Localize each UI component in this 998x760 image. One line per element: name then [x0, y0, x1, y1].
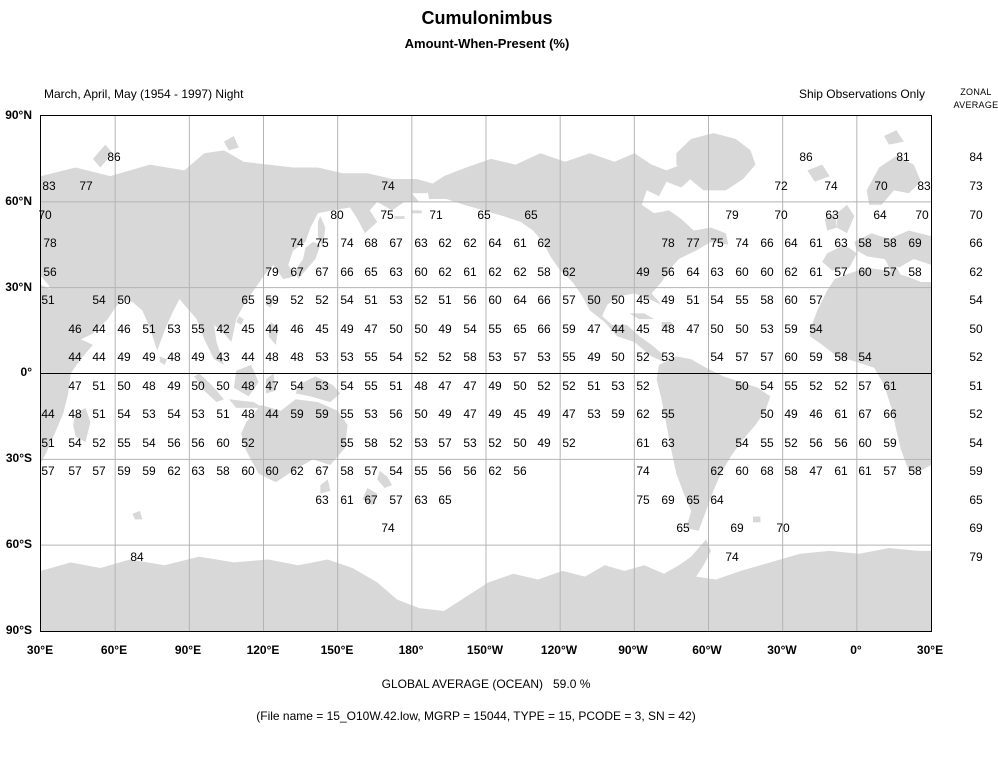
y-axis-label: 90°N — [5, 108, 32, 122]
y-axis-label: 30°N — [5, 280, 32, 294]
zonal-average-value: 54 — [969, 293, 983, 307]
landmass-taiwan — [265, 296, 274, 308]
zonal-average-value: 51 — [969, 379, 983, 393]
landmass-north-america — [426, 153, 729, 363]
zonal-average-value: 54 — [969, 436, 983, 450]
landmass-tasmania — [320, 479, 331, 494]
landmass-java — [228, 399, 264, 408]
latitude-gridlines — [41, 202, 931, 545]
x-axis-label: 30°W — [767, 643, 797, 657]
x-axis-label: 120°W — [540, 643, 578, 657]
landmass-philippines — [268, 322, 279, 345]
zonal-average-value: 66 — [969, 236, 983, 250]
landmass-kerguelen — [132, 510, 143, 520]
x-axis-label: 120°E — [246, 643, 280, 657]
zonal-average-value: 52 — [969, 407, 983, 421]
landmass-borneo — [233, 364, 259, 397]
landmass-iceland — [807, 164, 830, 182]
chart-title: Cumulonimbus — [421, 8, 553, 28]
x-axis-label: 0° — [850, 643, 862, 657]
zonal-average-value: 59 — [969, 464, 983, 478]
landmass-greenland — [676, 133, 756, 191]
zonal-average-header: ZONAL AVERAGE — [946, 86, 998, 112]
landmass-madagascar — [73, 407, 91, 443]
x-axis-label: 90°W — [618, 643, 648, 657]
zonal-average-value: 73 — [969, 179, 983, 193]
landmass-sumatra — [194, 373, 224, 403]
y-axis-label: 30°S — [5, 451, 32, 465]
x-axis-label: 30°E — [916, 643, 944, 657]
landmass-hainan — [236, 316, 244, 325]
landmass-sulawesi — [265, 373, 276, 394]
landmass-novaya-zemlya — [92, 144, 113, 168]
landmass-ireland — [824, 213, 838, 231]
world-map — [40, 115, 932, 632]
y-axis-label: 60°S — [5, 537, 32, 551]
landmass-aleutians-2 — [394, 216, 405, 219]
chart-subtitle: Amount-When-Present (%) — [404, 36, 570, 51]
x-axis-label: 180° — [398, 643, 424, 657]
landmass-falklands — [753, 516, 761, 523]
landmass-sri-lanka — [159, 356, 168, 365]
landmass-europe — [854, 230, 931, 268]
x-axis-label: 60°W — [692, 643, 722, 657]
landmass-scandinavia — [866, 156, 922, 205]
observations-source-label: Ship Observations Only — [798, 87, 925, 101]
zonal-average-value: 84 — [969, 150, 983, 164]
y-axis-label: 0° — [20, 365, 32, 379]
zonal-average-value: 65 — [969, 493, 983, 507]
x-axis-label: 60°E — [100, 643, 128, 657]
landmass-severnaya-zemlya — [223, 136, 239, 151]
zonal-header-line2: AVERAGE — [953, 100, 998, 110]
global-average-label: GLOBAL AVERAGE (OCEAN) 59.0 % — [381, 677, 591, 691]
landmass-cuba — [629, 313, 655, 320]
x-axis-label: 150°W — [466, 643, 504, 657]
zonal-header-line1: ZONAL — [960, 87, 992, 97]
landmass-africa-west — [809, 267, 931, 471]
landmass-britain — [837, 204, 855, 234]
landmass-italy — [881, 250, 902, 280]
world-map-svg — [41, 116, 931, 631]
landmass-sakhalin — [317, 216, 326, 248]
x-axis-label: 90°E — [174, 643, 202, 657]
landmass-iberia — [822, 244, 857, 271]
zonal-average-value: 70 — [969, 208, 983, 222]
landmass-new-zealand-south — [362, 487, 378, 506]
landmass-new-zealand-north — [377, 470, 393, 488]
zonal-average-value: 62 — [969, 265, 983, 279]
landmass-svalbard — [884, 130, 904, 145]
landmass-hispaniola — [661, 322, 672, 328]
zonal-average-value: 69 — [969, 521, 983, 535]
landmass-japan — [295, 241, 321, 280]
landmass-eurasia — [41, 150, 437, 365]
landmass-australia — [241, 399, 348, 483]
file-info-label: (File name = 15_O10W.42.low, MGRP = 1504… — [256, 709, 696, 723]
x-axis-label: 150°E — [320, 643, 354, 657]
y-axis-label: 60°N — [5, 194, 32, 208]
landmass-south-america — [656, 356, 771, 531]
zonal-average-value: 79 — [969, 550, 983, 564]
landmass-new-guinea — [295, 376, 341, 403]
zonal-average-value: 52 — [969, 350, 983, 364]
season-period-label: March, April, May (1954 - 1997) Night — [44, 87, 244, 101]
landmass-aleutians-1 — [411, 210, 422, 214]
zonal-average-value: 50 — [969, 322, 983, 336]
y-axis-label: 90°S — [5, 623, 32, 637]
x-axis-label: 30°E — [26, 643, 54, 657]
